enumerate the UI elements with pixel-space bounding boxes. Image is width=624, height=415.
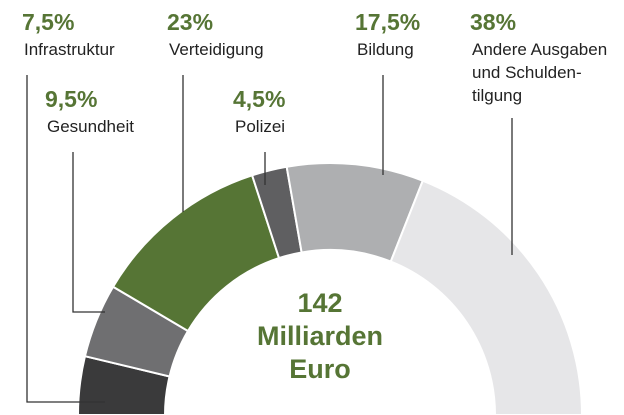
value-label: 4,5% bbox=[233, 86, 285, 112]
category-label: Infrastruktur bbox=[24, 40, 115, 59]
category-label: und Schulden- bbox=[472, 63, 582, 82]
leader-line bbox=[72, 152, 105, 313]
category-label: Andere Ausgaben bbox=[472, 40, 607, 59]
value-label: 7,5% bbox=[22, 9, 74, 35]
center-label: Euro bbox=[289, 354, 351, 384]
segments bbox=[76, 162, 584, 415]
category-label: Bildung bbox=[357, 40, 414, 59]
center-label: Milliarden bbox=[257, 321, 383, 351]
category-label: Gesundheit bbox=[47, 117, 134, 136]
value-label: 38% bbox=[470, 9, 516, 35]
leader-line bbox=[26, 75, 105, 403]
center-label: 142 bbox=[297, 288, 342, 318]
labels: 7,5% Infrastruktur 9,5% Gesundheit 23% Vertei… bbox=[22, 9, 607, 403]
value-label: 17,5% bbox=[355, 9, 420, 35]
segment bbox=[389, 179, 584, 415]
value-label: 23% bbox=[167, 9, 213, 35]
category-label: tilgung bbox=[472, 86, 522, 105]
category-label: Polizei bbox=[235, 117, 285, 136]
category-label: Verteidigung bbox=[169, 40, 264, 59]
value-label: 9,5% bbox=[45, 86, 97, 112]
